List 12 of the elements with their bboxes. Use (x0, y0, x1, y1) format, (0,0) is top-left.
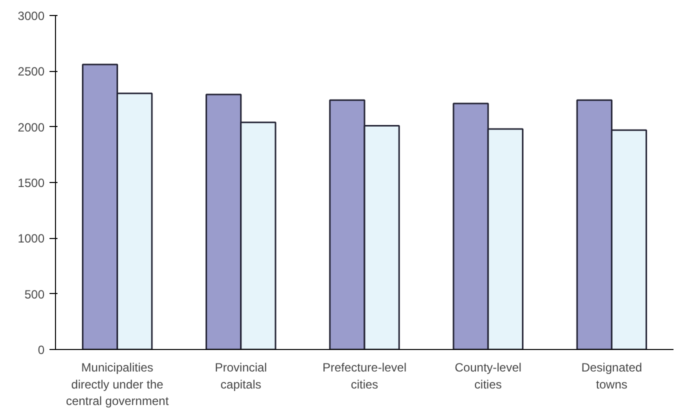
y-tick-label: 0 (38, 343, 45, 357)
y-tick-label: 1000 (18, 232, 45, 246)
x-tick-label: Municipalities directly under the central government (66, 360, 170, 408)
x-tick-label: Designated towns (581, 360, 642, 392)
x-tick-label: County-level cities (454, 360, 522, 392)
x-tick-label: Prefecture-level cities (322, 360, 407, 392)
y-tick-label: 500 (24, 287, 45, 302)
x-tick-label: Provincial capitals (214, 360, 267, 392)
y-tick-label: 2000 (18, 120, 45, 134)
y-tick-label: 3000 (18, 9, 45, 23)
y-tick-label: 2500 (18, 64, 45, 79)
y-tick-label: 1500 (18, 176, 45, 190)
